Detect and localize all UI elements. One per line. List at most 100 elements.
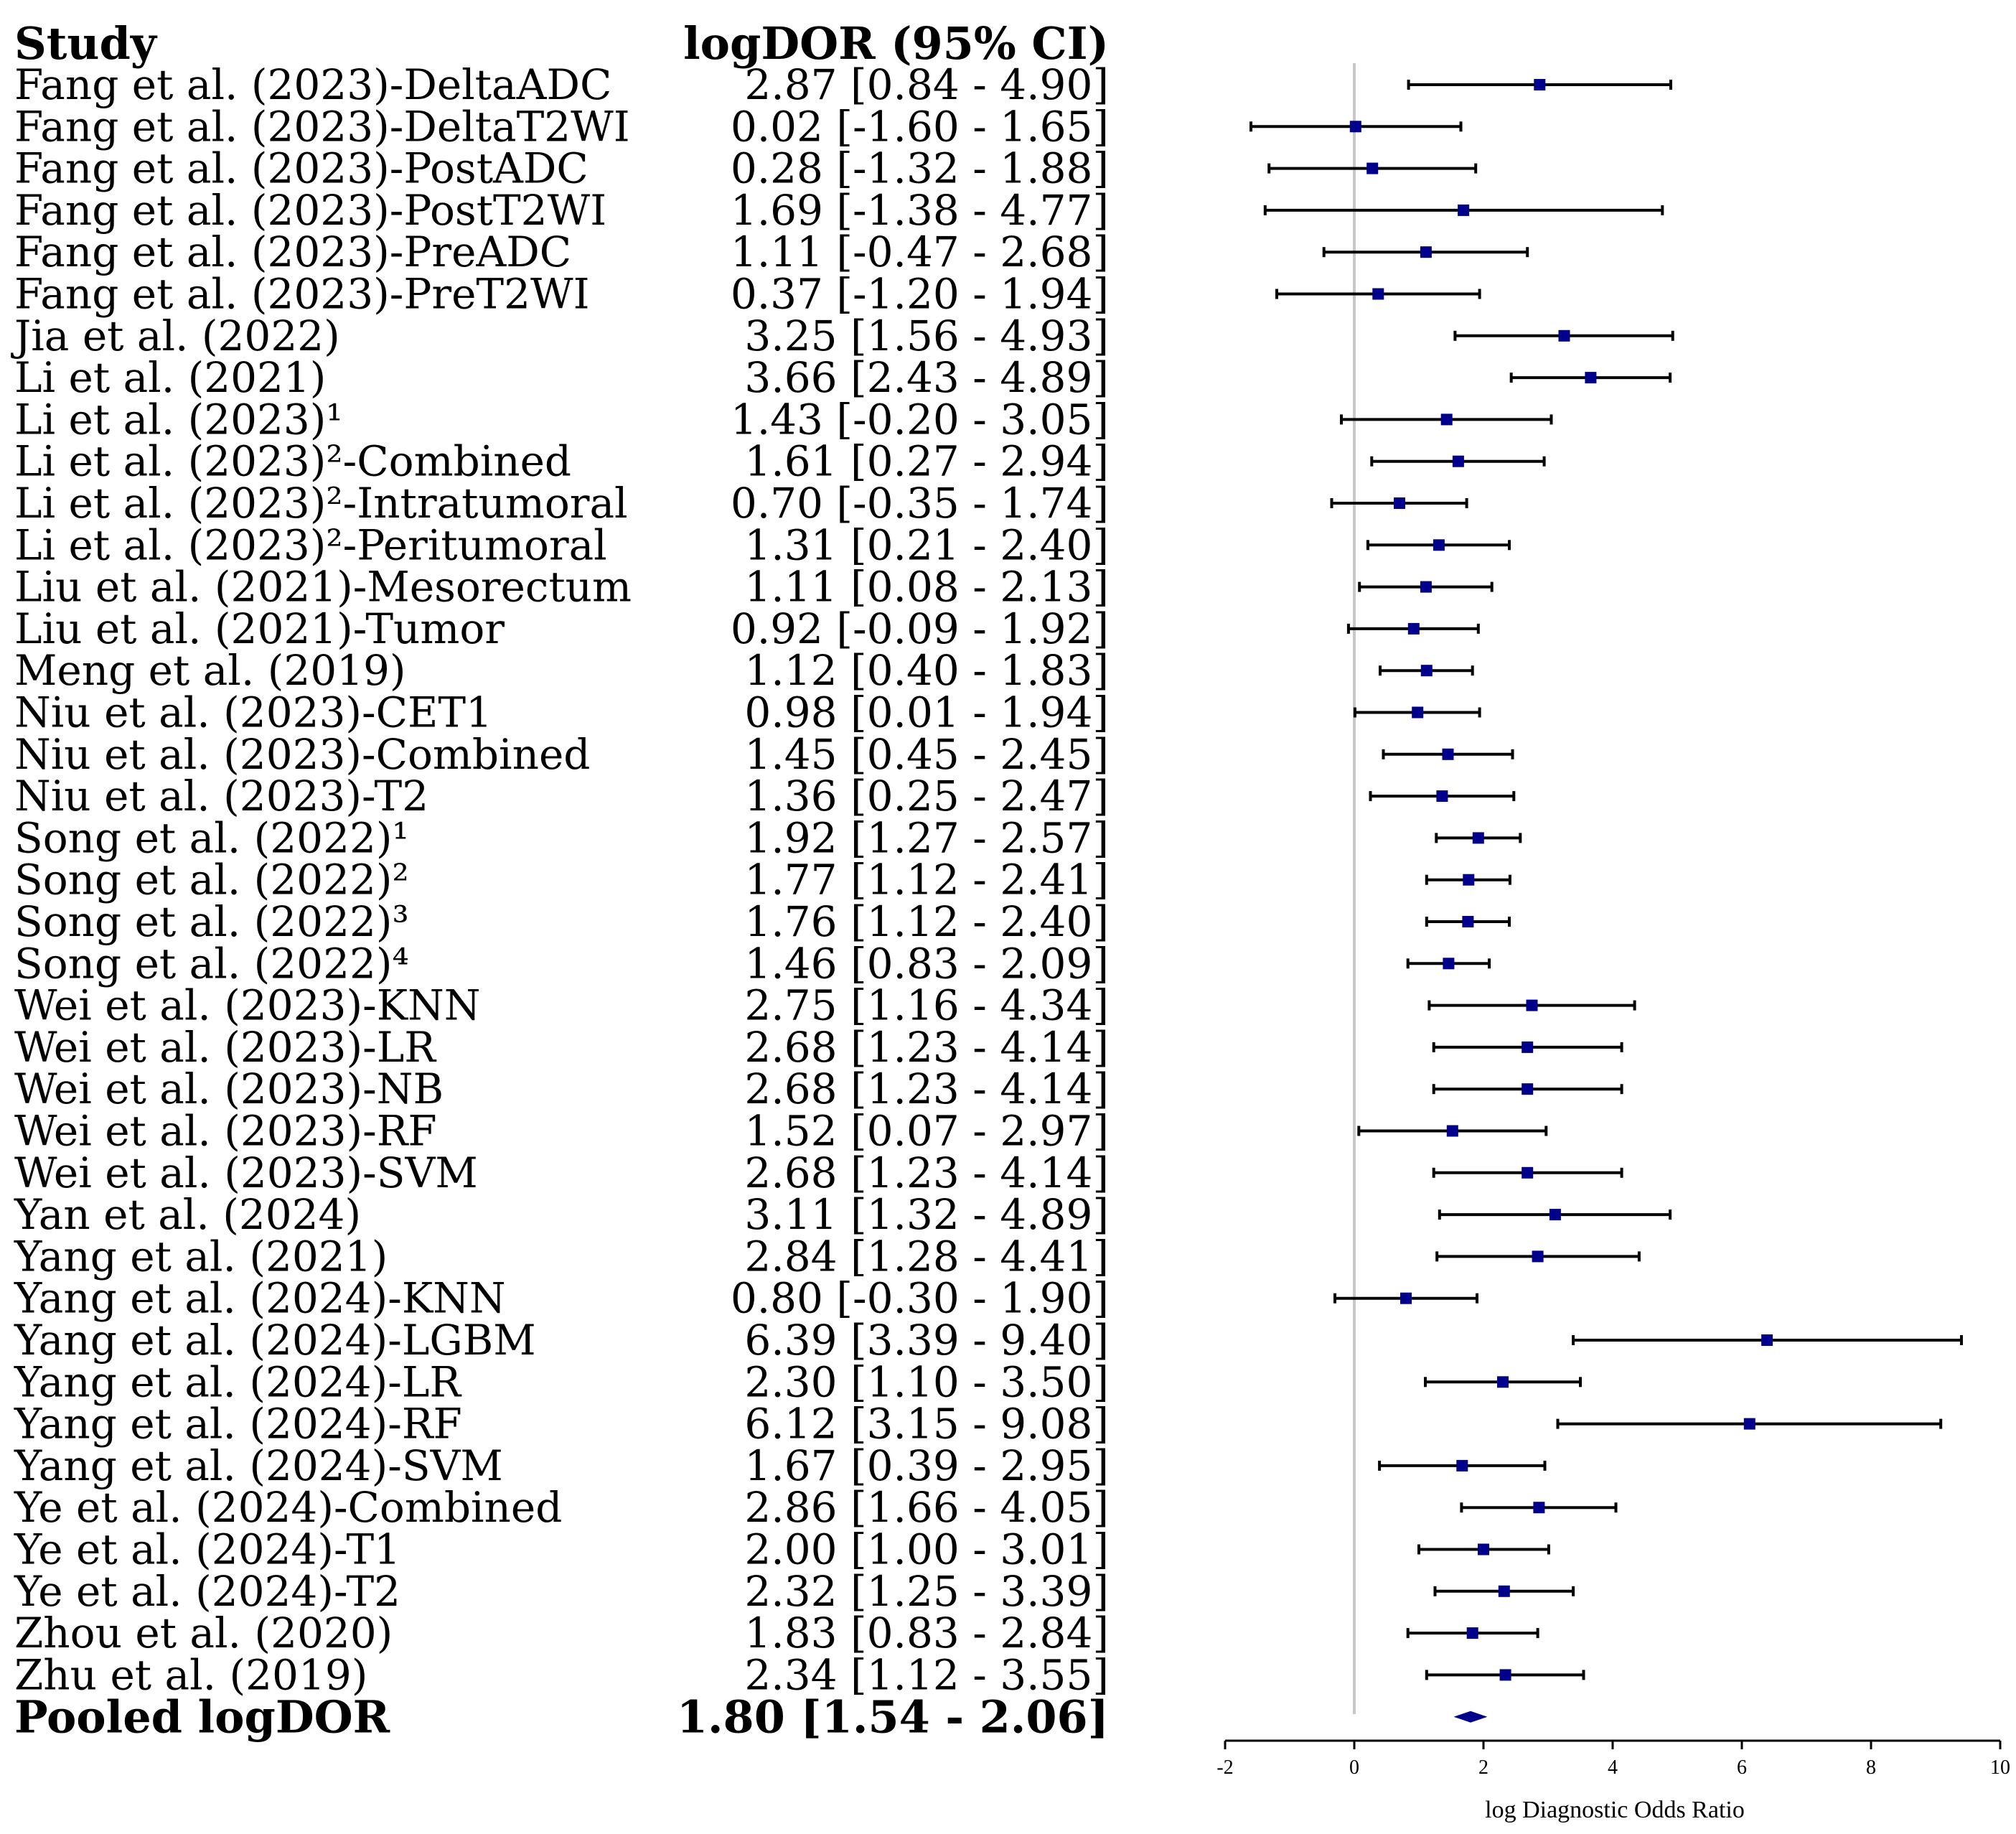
study-row: Wei et al. (2023)-NB 2.68 [1.23 - 4.14]	[14, 1065, 1623, 1113]
point-estimate	[1522, 1083, 1534, 1095]
study-label: Zhou et al. (2020)	[14, 1609, 393, 1657]
study-label: Fang et al. (2023)-PreADC	[14, 228, 571, 276]
study-label: Zhu et al. (2019)	[14, 1650, 367, 1699]
study-row: Song et al. (2022)⁴ 1.46 [0.83 - 2.09]	[14, 939, 1491, 988]
study-label: Yang et al. (2024)-LR	[14, 1357, 462, 1406]
point-estimate	[1534, 79, 1546, 90]
study-label: Ye et al. (2024)-T2	[14, 1567, 400, 1616]
x-tick-label: 8	[1866, 1756, 1876, 1779]
study-row: Li et al. (2023)²-Peritumoral 1.31 [0.21 …	[14, 520, 1511, 569]
study-label: Song et al. (2022)³	[14, 897, 409, 946]
study-row: Fang et al. (2023)-PreADC 1.11 [-0.47 - 2…	[14, 228, 1529, 276]
point-estimate	[1761, 1334, 1773, 1346]
column-headers: Study logDOR (95% CI)	[14, 17, 1109, 70]
study-estimate-text: 1.61 [0.27 - 2.94]	[744, 437, 1109, 486]
x-tick-label: 10	[1990, 1756, 2010, 1779]
point-estimate	[1420, 665, 1433, 677]
study-estimate-text: 1.69 [-1.38 - 4.77]	[731, 186, 1109, 235]
study-label: Wei et al. (2023)-KNN	[14, 981, 481, 1030]
study-estimate-text: 0.80 [-0.30 - 1.90]	[731, 1274, 1109, 1323]
study-label: Li et al. (2023)¹	[14, 395, 343, 444]
study-row: Yang et al. (2024)-LR 2.30 [1.10 - 3.50]	[14, 1357, 1582, 1406]
study-label: Yang et al. (2024)-LGBM	[14, 1316, 536, 1365]
point-estimate	[1585, 372, 1597, 384]
point-estimate	[1472, 832, 1484, 844]
study-estimate-text: 1.83 [0.83 - 2.84]	[744, 1609, 1109, 1657]
study-row: Li et al. (2023)²-Combined 1.61 [0.27 - 2…	[14, 437, 1546, 486]
study-estimate-text: 2.86 [1.66 - 4.05]	[744, 1483, 1109, 1532]
study-column-header: Study	[14, 17, 158, 70]
study-label: Wei et al. (2023)-SVM	[14, 1148, 478, 1197]
study-row: Liu et al. (2021)-Tumor 0.92 [-0.09 - 1.9…	[14, 604, 1480, 653]
study-row: Yang et al. (2024)-RF 6.12 [3.15 - 9.08]	[14, 1400, 1943, 1449]
pooled-row: Pooled logDOR 1.80 [1.54 - 2.06]	[14, 1691, 1488, 1744]
study-label: Niu et al. (2023)-T2	[14, 772, 428, 820]
study-row: Liu et al. (2021)-Mesorectum 1.11 [0.08 -…	[14, 563, 1494, 612]
study-row: Ye et al. (2024)-T2 2.32 [1.25 - 3.39]	[14, 1567, 1575, 1616]
point-estimate	[1400, 1292, 1412, 1304]
study-row: Li et al. (2023)²-Intratumoral 0.70 [-0.3…	[14, 479, 1468, 528]
study-label: Niu et al. (2023)-CET1	[14, 688, 492, 737]
study-label: Ye et al. (2024)-T1	[14, 1525, 400, 1574]
study-estimate-text: 0.28 [-1.32 - 1.88]	[731, 144, 1109, 193]
point-estimate	[1412, 706, 1424, 719]
study-label: Yang et al. (2024)-KNN	[14, 1274, 506, 1323]
point-estimate	[1456, 1459, 1468, 1472]
point-estimate	[1499, 1669, 1511, 1681]
point-estimate	[1497, 1376, 1509, 1388]
study-label: Niu et al. (2023)-Combined	[14, 730, 590, 779]
point-estimate	[1394, 497, 1405, 509]
x-tick-label: -2	[1216, 1756, 1233, 1779]
point-estimate	[1443, 958, 1455, 970]
study-estimate-text: 2.84 [1.28 - 4.41]	[744, 1232, 1109, 1281]
study-label: Li et al. (2023)²-Peritumoral	[14, 520, 607, 569]
study-row: Fang et al. (2023)-PreT2WI 0.37 [-1.20 - …	[14, 270, 1481, 319]
study-label: Yan et al. (2024)	[14, 1190, 361, 1239]
study-row: Yang et al. (2024)-LGBM 6.39 [3.39 - 9.40…	[14, 1316, 1963, 1365]
study-estimate-text: 1.77 [1.12 - 2.41]	[744, 856, 1109, 904]
study-label: Jia et al. (2022)	[11, 312, 340, 360]
study-row: Niu et al. (2023)-Combined 1.45 [0.45 - 2…	[14, 730, 1514, 779]
study-label: Li et al. (2023)²-Intratumoral	[14, 479, 628, 528]
point-estimate	[1458, 204, 1470, 216]
study-estimate-text: 6.39 [3.39 - 9.40]	[744, 1316, 1109, 1365]
study-label: Wei et al. (2023)-NB	[14, 1065, 444, 1113]
study-estimate-text: 1.52 [0.07 - 2.97]	[744, 1107, 1109, 1156]
study-estimate-text: 2.68 [1.23 - 4.14]	[744, 1148, 1109, 1197]
x-tick-label: 6	[1737, 1756, 1747, 1779]
study-label: Fang et al. (2023)-PreT2WI	[14, 270, 590, 319]
study-estimate-text: 2.34 [1.12 - 3.55]	[744, 1650, 1109, 1699]
point-estimate	[1452, 455, 1464, 467]
study-estimate-text: 2.87 [0.84 - 4.90]	[744, 60, 1109, 109]
study-row: Ye et al. (2024)-Combined 2.86 [1.66 - 4.…	[14, 1483, 1618, 1532]
pooled-diamond	[1453, 1711, 1488, 1723]
study-estimate-text: 2.30 [1.10 - 3.50]	[744, 1357, 1109, 1406]
study-row: Li et al. (2023)¹ 1.43 [-0.20 - 3.05]	[14, 395, 1553, 444]
point-estimate	[1440, 413, 1453, 426]
study-estimate-text: 0.37 [-1.20 - 1.94]	[731, 270, 1109, 319]
study-estimate-text: 2.68 [1.23 - 4.14]	[744, 1065, 1109, 1113]
study-label: Song et al. (2022)²	[14, 856, 409, 904]
study-estimate-text: 0.02 [-1.60 - 1.65]	[731, 102, 1109, 151]
point-estimate	[1466, 1627, 1478, 1639]
estimate-column-header: logDOR (95% CI)	[683, 17, 1109, 70]
study-row: Song et al. (2022)² 1.77 [1.12 - 2.41]	[14, 856, 1511, 904]
study-estimate-text: 2.32 [1.25 - 3.39]	[744, 1567, 1109, 1616]
study-estimate-text: 3.11 [1.32 - 4.89]	[744, 1190, 1109, 1239]
study-estimate-text: 1.76 [1.12 - 2.40]	[744, 897, 1109, 946]
study-row: Li et al. (2021) 3.66 [2.43 - 4.89]	[14, 353, 1672, 402]
study-estimate-text: 6.12 [3.15 - 9.08]	[744, 1400, 1109, 1449]
point-estimate	[1420, 246, 1432, 258]
study-row: Fang et al. (2023)-PostADC 0.28 [-1.32 - …	[14, 144, 1478, 193]
point-estimate	[1522, 1166, 1534, 1179]
study-estimate-text: 1.43 [-0.20 - 3.05]	[731, 395, 1109, 444]
study-estimate-text: 2.68 [1.23 - 4.14]	[744, 1023, 1109, 1072]
study-label: Yang et al. (2021)	[14, 1232, 388, 1281]
study-row: Yang et al. (2024)-SVM 1.67 [0.39 - 2.95]	[14, 1441, 1547, 1490]
study-label: Liu et al. (2021)-Mesorectum	[14, 563, 632, 612]
study-row: Wei et al. (2023)-KNN 2.75 [1.16 - 4.34]	[14, 981, 1636, 1030]
study-estimate-text: 1.45 [0.45 - 2.45]	[744, 730, 1109, 779]
study-label: Yang et al. (2024)-RF	[14, 1400, 462, 1449]
study-estimate-text: 1.92 [1.27 - 2.57]	[744, 813, 1109, 862]
